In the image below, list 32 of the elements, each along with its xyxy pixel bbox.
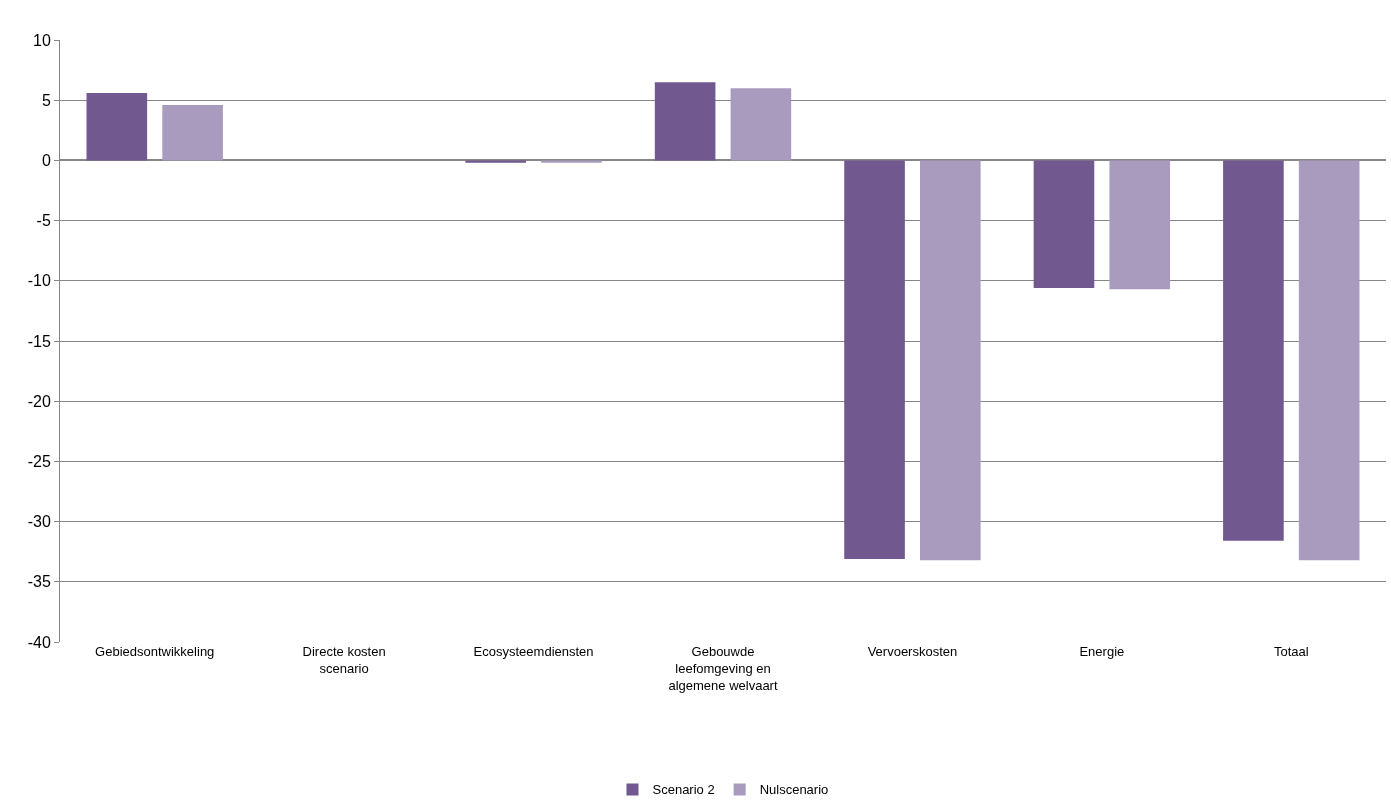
bar [920,160,981,561]
y-tick-label: -25 [27,453,51,470]
y-tick-label: 5 [41,91,51,109]
bar [1109,160,1171,290]
y-tick-label: 10 [33,31,51,49]
x-tick-label: Gebouwde leefomgeving en algemene welvaart [668,644,778,693]
x-tick-label: Directe kosten scenario [302,644,386,676]
bar [654,82,716,161]
y-tick-label: -30 [27,513,51,531]
y-tick-label: -5 [36,212,51,230]
x-tick-label: Gebiedsontwikkeling [95,644,215,659]
bar [1033,160,1095,289]
bar [465,160,526,163]
y-tick-label: -35 [27,573,51,591]
y-tick-label: -10 [27,272,51,290]
bar [844,160,905,559]
bar [1223,160,1284,541]
x-tick-label: Energie [1079,644,1125,659]
bar [1298,160,1360,561]
y-tick-label: -15 [27,332,51,350]
bar [730,88,792,161]
y-tick-label: 0 [41,152,51,169]
legend-label: Nulscenario [759,782,829,798]
y-tick-label: -40 [27,633,51,651]
x-tick-label: Totaal [1273,644,1309,659]
bar [541,160,602,163]
x-tick-label: Ecosysteemdiensten [473,644,594,659]
bar [162,105,223,161]
legend-label: Scenario 2 [652,782,715,798]
bar [86,92,148,161]
x-tick-label: Vervoerskosten [867,644,958,659]
y-tick-label: -20 [27,392,51,410]
